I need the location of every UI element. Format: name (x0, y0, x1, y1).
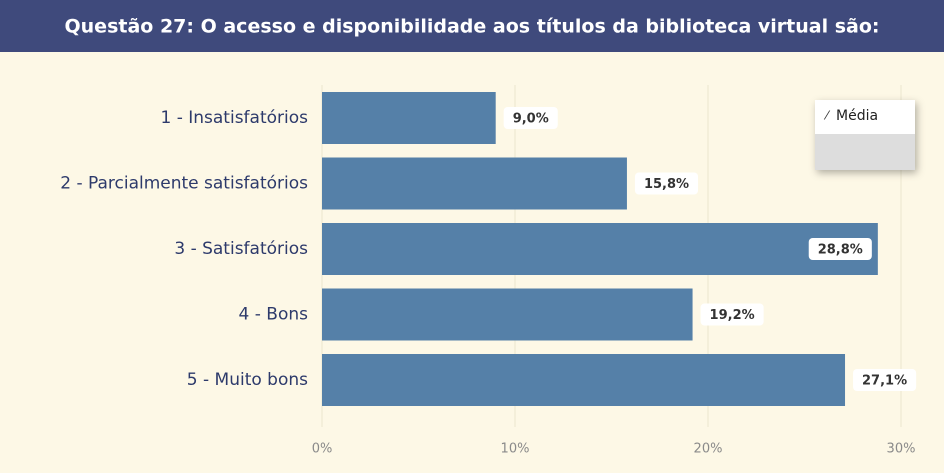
value-label-bg (808, 238, 872, 260)
legend-icon: ⁄ (823, 109, 831, 123)
category-label: 5 - Muito bons (187, 370, 308, 390)
x-tick-label: 20% (694, 442, 723, 457)
category-label: 1 - Insatisfatórios (160, 108, 308, 128)
legend: ⁄ Média (815, 100, 915, 170)
value-label: 19,2% (710, 308, 755, 323)
value-label: 15,8% (644, 177, 689, 192)
value-label-bg (634, 172, 699, 195)
category-label: 2 - Parcialmente satisfatórios (60, 174, 308, 194)
chart-title: Questão 27: O acesso e disponibilidade a… (65, 16, 880, 38)
x-tick-label: 10% (501, 442, 530, 457)
title-bar (0, 0, 944, 52)
value-label-bg (503, 107, 558, 129)
value-label-bg (700, 303, 764, 326)
legend-label: Média (836, 108, 878, 124)
x-tick-label: 0% (312, 442, 333, 457)
bar (322, 288, 693, 341)
x-tick-label: 30% (887, 442, 916, 457)
category-label: 3 - Satisfatórios (174, 239, 308, 259)
value-label-bg (853, 369, 917, 391)
category-label: 4 - Bons (239, 305, 309, 325)
bar (322, 354, 846, 406)
value-label: 27,1% (862, 374, 907, 389)
bar (322, 92, 496, 144)
value-label: 28,8% (818, 243, 863, 258)
value-label: 9,0% (513, 112, 549, 127)
bar (322, 223, 878, 275)
bar (322, 157, 627, 210)
legend-header (815, 100, 915, 134)
plot: 0% 10% 20% 30% 1 - Insatisfatórios 9,0% 2 - Pa… (60, 85, 917, 457)
